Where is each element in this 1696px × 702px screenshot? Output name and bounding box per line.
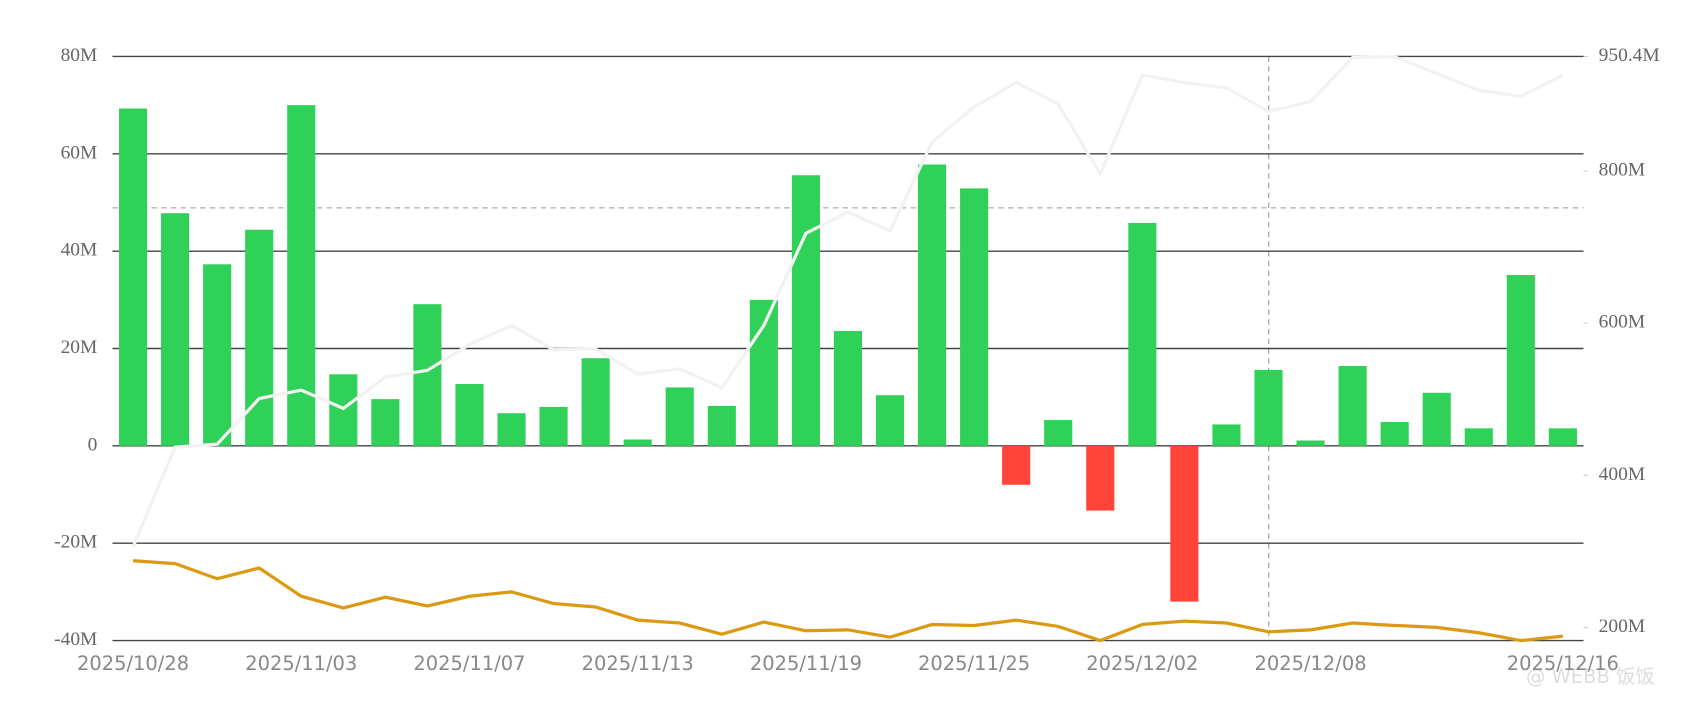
y-tick-label: -20M [54, 532, 97, 553]
y2-tick-label: 200M [1599, 616, 1645, 637]
x-tick-label: 2025/11/19 [750, 652, 862, 675]
bar [1044, 420, 1073, 446]
x-tick-label: 2025/10/28 [77, 652, 189, 675]
bar [1422, 392, 1451, 446]
y2-tick-label: 400M [1599, 464, 1645, 485]
bar [1212, 424, 1241, 446]
bar [1380, 421, 1409, 446]
bar [833, 330, 863, 446]
bar [245, 229, 274, 446]
line [131, 55, 1564, 548]
bar [960, 188, 989, 446]
x-tick-label: 2025/12/02 [1086, 652, 1198, 675]
y-tick-label: 60M [61, 142, 98, 163]
bar [203, 264, 232, 446]
bar [1170, 445, 1199, 602]
bar [791, 175, 820, 446]
y2-tick-label: 950.4M [1599, 45, 1660, 66]
bar [1002, 445, 1031, 485]
bar [1254, 369, 1283, 446]
x-tick-label: 2025/11/07 [413, 652, 525, 675]
bar [1506, 275, 1535, 446]
bar [1338, 366, 1367, 446]
y-tick-label: 80M [61, 45, 98, 66]
watermark: @ WEBB 饭饭 [1526, 665, 1655, 688]
x-tick-label: 2025/11/25 [918, 652, 1030, 675]
y-tick-label: 20M [61, 337, 98, 358]
bar [497, 413, 526, 446]
bar [161, 213, 190, 446]
line [132, 559, 1564, 643]
x-tick-label: 2025/12/08 [1254, 652, 1366, 675]
bar [581, 358, 610, 446]
bar [371, 399, 400, 446]
bar [665, 387, 694, 446]
bar [918, 164, 947, 446]
bar [1548, 428, 1577, 446]
y-tick-label: 0 [88, 434, 98, 455]
bar [875, 395, 905, 446]
bar [707, 405, 736, 446]
y2-tick-label: 600M [1599, 312, 1645, 333]
y2-tick-label: 800M [1599, 159, 1645, 180]
bar [118, 108, 148, 446]
y-tick-label: 40M [61, 240, 98, 261]
bar [413, 304, 442, 446]
x-tick-label: 2025/11/03 [245, 652, 357, 675]
bar [455, 384, 484, 446]
bar [1086, 445, 1115, 511]
x-tick-label: 2025/12/16 [1507, 652, 1619, 675]
bar [623, 439, 652, 446]
x-tick-label: 2025/11/13 [582, 652, 694, 675]
bar [1296, 440, 1325, 446]
bar [1128, 222, 1157, 446]
bar [539, 406, 568, 446]
bar [1464, 428, 1493, 446]
y-tick-label: -40M [54, 629, 97, 650]
